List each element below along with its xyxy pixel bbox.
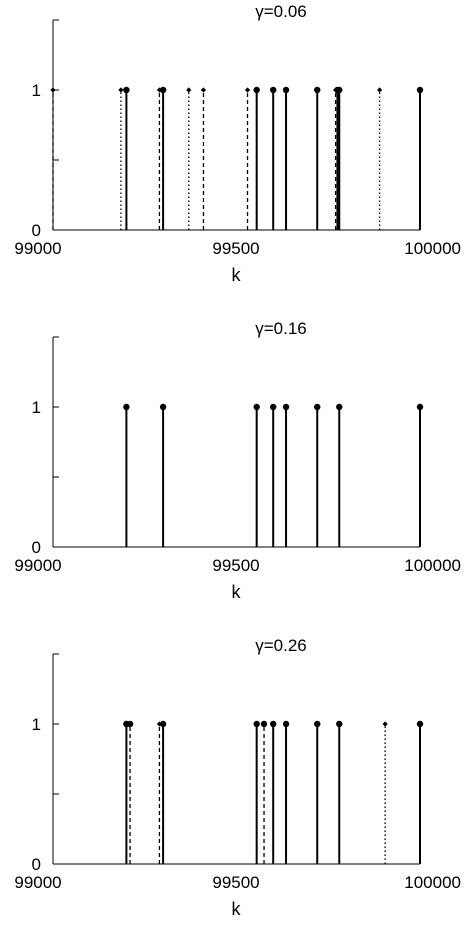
stem-marker-diamond — [377, 87, 383, 93]
stem-marker-circle — [416, 720, 424, 728]
x-tick-label: 99500 — [212, 873, 259, 892]
stem-marker-circle — [126, 720, 134, 728]
stem-marker-circle — [253, 86, 260, 94]
stem-marker-diamond — [200, 87, 207, 93]
x-tick-label: 99500 — [212, 556, 259, 575]
stem-marker-circle — [260, 720, 268, 728]
chart-panel-3: 0 1 99000 99500 100000 k γ=0.26 — [14, 636, 461, 919]
y-tick-label: 1 — [32, 81, 41, 100]
x-tick-label: 100000 — [404, 239, 461, 258]
stem-marker-circle — [123, 86, 130, 94]
x-axis-label: k — [232, 265, 242, 285]
stem-marker-circle — [416, 86, 424, 94]
x-tick-label: 99000 — [14, 239, 61, 258]
x-tick-label: 100000 — [404, 873, 461, 892]
stem-marker-diamond — [382, 721, 388, 727]
stem-marker-diamond — [50, 87, 56, 93]
x-axis-label: k — [232, 582, 242, 602]
stem-marker-circle — [123, 403, 130, 411]
stem-marker-diamond — [332, 87, 339, 93]
stem-marker-circle — [270, 720, 277, 728]
y-tick-label: 1 — [32, 715, 41, 734]
stem-marker-circle — [314, 720, 321, 728]
stem-marker-circle — [159, 403, 167, 411]
y-tick-label: 0 — [32, 855, 41, 874]
stem-marker-circle — [336, 403, 343, 411]
y-tick-label: 1 — [32, 398, 41, 417]
stem-marker-circle — [159, 720, 167, 728]
stem-marker-circle — [336, 720, 343, 728]
x-axis-label: k — [232, 899, 242, 919]
chart-panel-2: 0 1 99000 99500 100000 k γ=0.16 — [14, 319, 461, 602]
stem-marker-circle — [253, 403, 260, 411]
stem-marker-circle — [314, 86, 321, 94]
stem-marker-diamond — [244, 87, 251, 93]
panel-title: γ=0.06 — [255, 2, 307, 21]
stem-marker-diamond — [156, 87, 163, 93]
stem-marker-circle — [336, 86, 343, 94]
stem-marker-circle — [282, 403, 290, 411]
stem-marker-diamond — [186, 87, 192, 93]
panel-title: γ=0.26 — [255, 636, 307, 655]
x-tick-label: 99000 — [14, 873, 61, 892]
stem-marker-circle — [270, 403, 277, 411]
stem-marker-circle — [416, 403, 424, 411]
chart-panel-1: 0 1 99000 99500 100000 k γ=0.06 — [14, 2, 461, 285]
x-tick-label: 100000 — [404, 556, 461, 575]
y-tick-label: 0 — [32, 538, 41, 557]
x-tick-label: 99500 — [212, 239, 259, 258]
stem-marker-circle — [282, 86, 290, 94]
stem-marker-circle — [253, 720, 260, 728]
y-tick-label: 0 — [32, 221, 41, 240]
stem-marker-circle — [270, 86, 277, 94]
stem-marker-circle — [159, 86, 167, 94]
panel-title: γ=0.16 — [255, 319, 307, 338]
stem-marker-circle — [314, 403, 321, 411]
stem-marker-diamond — [156, 721, 163, 727]
stem-marker-diamond — [118, 87, 124, 93]
x-tick-label: 99000 — [14, 556, 61, 575]
stem-marker-circle — [282, 720, 290, 728]
